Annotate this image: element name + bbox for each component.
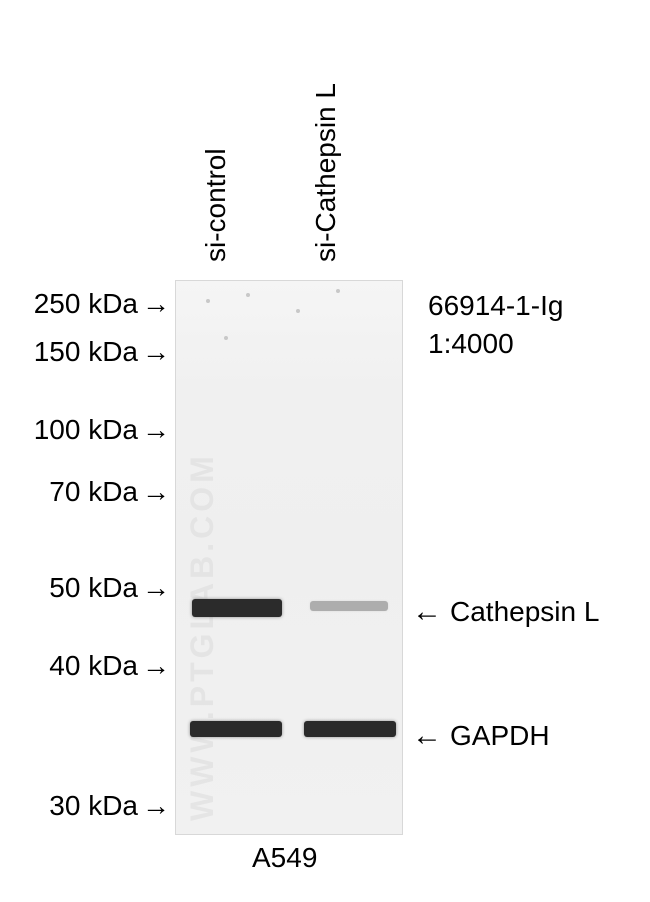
lane-1 (180, 281, 290, 834)
mw-marker-40: 40 kDa → (0, 650, 170, 682)
band-cathepsin-l-lane2 (310, 601, 388, 611)
mw-text: 150 kDa (34, 336, 138, 368)
arrow-right-icon: → (142, 792, 170, 820)
band-gapdh-lane2 (304, 721, 396, 737)
band-label-text: GAPDH (450, 720, 550, 752)
antibody-dilution: 1:4000 (428, 328, 514, 360)
sample-label: A549 (252, 842, 317, 874)
mw-text: 100 kDa (34, 414, 138, 446)
mw-marker-70: 70 kDa → (0, 476, 170, 508)
mw-marker-250: 250 kDa → (0, 288, 170, 320)
mw-text: 40 kDa (49, 650, 138, 682)
arrow-right-icon: → (142, 416, 170, 444)
mw-text: 30 kDa (49, 790, 138, 822)
band-label-text: Cathepsin L (450, 596, 599, 628)
blot-membrane: WWW.PTGLAB.COM (175, 280, 403, 835)
band-cathepsin-l-lane1 (192, 599, 282, 617)
antibody-catalog: 66914-1-Ig (428, 290, 563, 322)
mw-marker-100: 100 kDa → (0, 414, 170, 446)
lane-label-1: si-control (200, 148, 232, 262)
band-label-gapdh: ← GAPDH (412, 720, 550, 752)
band-gapdh-lane1 (190, 721, 282, 737)
arrow-right-icon: → (142, 290, 170, 318)
mw-text: 70 kDa (49, 476, 138, 508)
mw-marker-30: 30 kDa → (0, 790, 170, 822)
band-label-cathepsin-l: ← Cathepsin L (412, 596, 599, 628)
arrow-right-icon: → (142, 652, 170, 680)
arrow-right-icon: → (142, 338, 170, 366)
lane-2 (290, 281, 400, 834)
lane-label-2: si-Cathepsin L (310, 83, 342, 262)
arrow-right-icon: → (142, 478, 170, 506)
mw-text: 50 kDa (49, 572, 138, 604)
mw-marker-150: 150 kDa → (0, 336, 170, 368)
arrow-right-icon: → (142, 574, 170, 602)
arrow-left-icon: ← (412, 721, 442, 751)
western-blot-figure: si-control si-Cathepsin L 250 kDa → 150 … (0, 0, 650, 902)
mw-text: 250 kDa (34, 288, 138, 320)
arrow-left-icon: ← (412, 597, 442, 627)
mw-marker-50: 50 kDa → (0, 572, 170, 604)
